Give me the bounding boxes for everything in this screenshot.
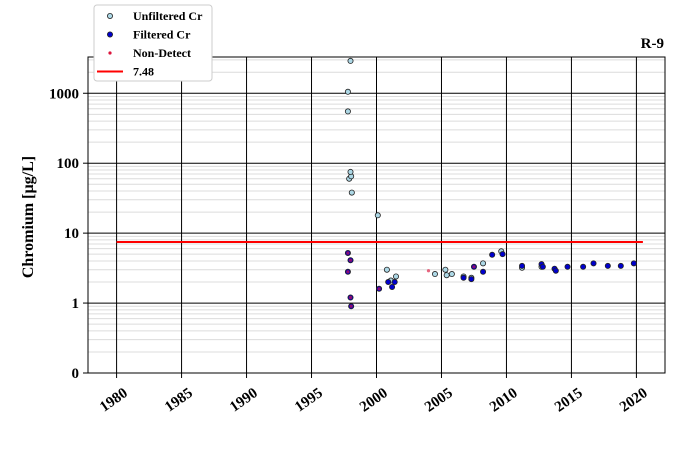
unfiltered-cr-point (442, 266, 449, 273)
filtered-cr-point (552, 267, 559, 274)
legend-marker-unfiltered (107, 12, 114, 19)
x-tick-label: 1985 (162, 385, 196, 415)
non-detect-point (472, 265, 476, 269)
unfiltered-cr-point (448, 271, 455, 278)
legend-marker-non-detect (108, 51, 112, 55)
y-tick-label: 0 (72, 366, 80, 382)
y-axis-ticks: 0 1 10 100 1000 (49, 86, 88, 382)
filtered-cr-point (539, 263, 546, 270)
filtered-cr-point (480, 268, 487, 275)
unfiltered-cr-point (431, 271, 438, 278)
unfiltered-cr-point (374, 212, 381, 219)
x-tick-label: 2015 (552, 385, 586, 415)
legend: Unfiltered Cr Filtered Cr Non-Detect 7.48 (93, 4, 213, 82)
x-tick-label: 1990 (227, 385, 261, 415)
unfiltered-cr-point (480, 260, 487, 267)
legend-label: Non-Detect (133, 46, 191, 60)
filtered-cr-point (564, 263, 571, 270)
filtered-cr-point (499, 251, 506, 258)
data-points-layer (344, 57, 637, 310)
x-tick-label: 2000 (357, 385, 391, 415)
non-detect-point (377, 287, 381, 291)
filtered-cr-point (519, 262, 526, 269)
filtered-cr-point (617, 262, 624, 269)
y-axis-label: Chromium [µg/L] (20, 156, 37, 278)
filtered-cr-point (604, 262, 611, 269)
non-detect-point (349, 304, 353, 308)
legend-label: 7.48 (133, 65, 154, 79)
non-detect-point (346, 251, 350, 255)
chart-title: R-9 (641, 36, 664, 52)
x-axis-ticks: 1980 1985 1990 1995 2000 2005 2010 2015 2020 (97, 373, 651, 415)
unfiltered-cr-point (344, 108, 351, 115)
unfiltered-cr-point (392, 273, 399, 280)
y-tick-label: 1000 (49, 86, 79, 102)
non-detect-point (348, 295, 353, 300)
legend-label: Filtered Cr (133, 28, 191, 42)
unfiltered-cr-point (383, 266, 390, 273)
filtered-cr-point (389, 283, 396, 290)
filtered-cr-point (580, 263, 587, 270)
unfiltered-cr-point (443, 272, 450, 279)
y-tick-label: 1 (72, 296, 80, 312)
filtered-cr-point (489, 251, 496, 258)
filtered-cr-point (468, 276, 475, 283)
x-tick-label: 1980 (97, 385, 131, 415)
filtered-cr-point (460, 274, 467, 281)
x-tick-label: 1995 (292, 385, 326, 415)
x-tick-label: 2005 (422, 385, 456, 415)
filtered-cr-point (590, 260, 597, 267)
non-detect-point (348, 258, 353, 262)
x-tick-label: 2010 (487, 385, 521, 415)
non-detect-point (346, 270, 350, 274)
unfiltered-cr-point (344, 88, 351, 95)
y-tick-label: 10 (64, 226, 79, 242)
x-tick-label: 2020 (617, 385, 651, 415)
y-tick-label: 100 (57, 156, 80, 172)
unfiltered-cr-point (348, 189, 355, 196)
unfiltered-cr-point (347, 57, 354, 64)
unfiltered-cr-point (347, 168, 354, 175)
legend-marker-filtered (107, 31, 114, 38)
filtered-cr-point (630, 260, 637, 267)
filtered-cr-point (391, 279, 398, 286)
legend-box (93, 4, 213, 82)
legend-label: Unfiltered Cr (133, 9, 203, 23)
filtered-cr-point (385, 279, 392, 286)
non-detect-point (426, 269, 431, 273)
